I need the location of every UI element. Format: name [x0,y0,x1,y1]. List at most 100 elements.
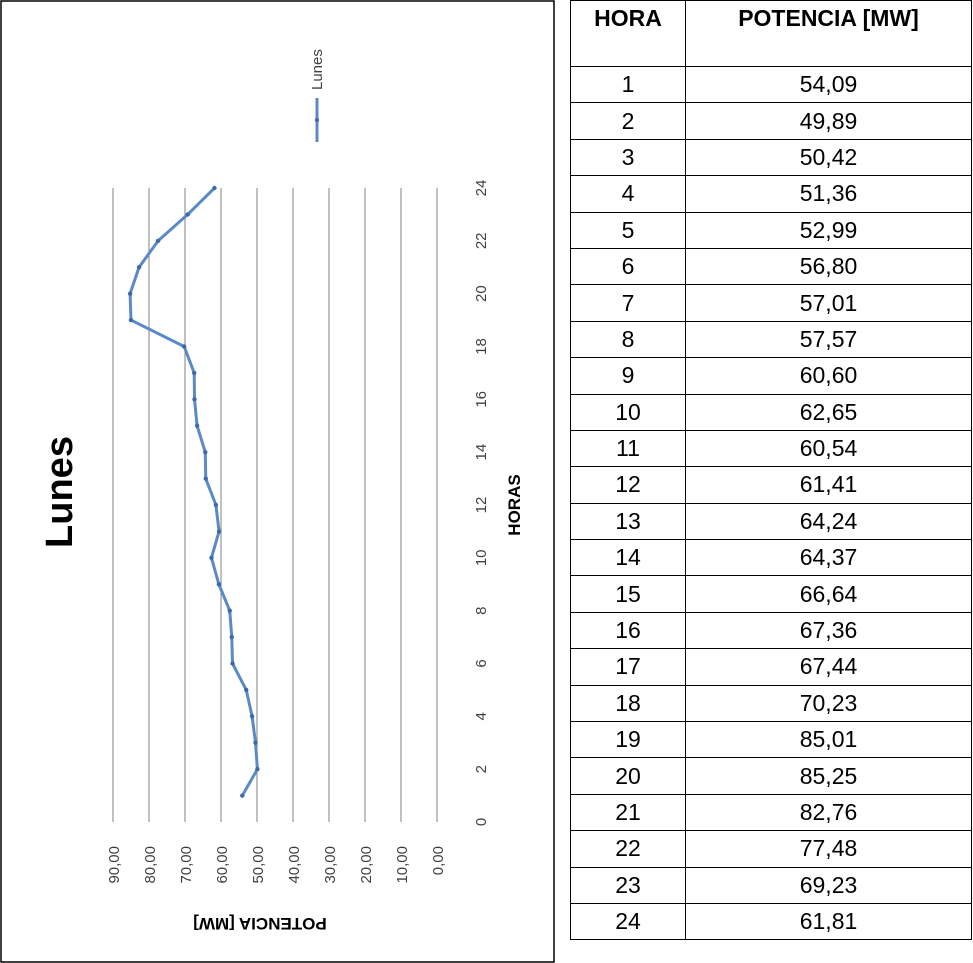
cell-potencia: 50,42 [685,138,972,177]
table-row: 2 49,89 [570,102,972,140]
svg-text:0: 0 [473,818,490,826]
cell-hora: 14 [570,539,686,577]
y-tick-label: 70,00 [178,846,195,884]
data-point [240,793,245,798]
cell-potencia: 56,80 [685,247,972,286]
cell-hora: 17 [570,648,686,686]
svg-text:70,00: 70,00 [178,846,195,884]
svg-text:2: 2 [473,765,490,773]
header-potencia: POTENCIA [MW] [685,0,972,67]
cell-potencia: 57,01 [685,284,972,322]
svg-text:HORAS: HORAS [505,474,524,535]
cell-potencia: 85,01 [685,721,972,759]
svg-text:Lunes: Lunes [39,436,81,548]
table-row: 12 61,41 [570,466,972,504]
x-tick-label: 14 [473,444,490,461]
x-tick-label: 22 [473,232,490,249]
table-header-row: HORA POTENCIA [MW] [570,0,972,67]
cell-potencia: 64,24 [685,502,972,541]
data-point [244,687,249,693]
cell-potencia: 66,64 [685,575,972,613]
svg-text:0,00: 0,00 [430,846,447,875]
table-row: 17 67,44 [570,648,972,686]
data-point [230,661,235,666]
cell-hora: 10 [570,393,686,431]
chart-panel: 0,00 10,00 20,00 30,00 40,00 50,00 60,00 70,00 8… [0,0,555,963]
svg-text:16: 16 [473,391,490,408]
table-row: 15 66,64 [570,575,972,613]
y-axis-title: POTENCIA [MW] [193,914,326,933]
y-tick-label: 40,00 [286,846,303,884]
data-point [181,344,187,349]
data-point [209,555,214,561]
cell-hora: 23 [570,866,686,904]
data-point [192,397,197,402]
cell-potencia: 61,81 [685,902,972,941]
data-table: HORA POTENCIA [MW] 1 54,09 2 49,89 3 50,42 4 51… [570,0,972,941]
data-point [216,529,222,534]
data-point [127,291,133,296]
table-row: 18 70,23 [570,684,972,723]
chart-title: Lunes [39,436,81,548]
svg-text:20,00: 20,00 [358,846,375,884]
svg-text:12: 12 [473,497,490,514]
table-row: 10 62,65 [570,393,972,431]
cell-hora: 12 [570,466,686,504]
cell-potencia: 61,41 [685,466,972,504]
legend-label: Lunes [309,49,326,90]
svg-text:80,00: 80,00 [142,846,159,884]
x-tick-label: 12 [473,497,490,514]
cell-potencia: 52,99 [685,211,972,249]
table-row: 22 77,48 [570,830,972,868]
data-point [213,502,219,508]
x-axis-title: HORAS [505,474,524,535]
x-tick-label: 4 [473,712,490,720]
cell-potencia: 64,37 [685,539,972,577]
table-row: 21 82,76 [570,793,972,832]
table-row: 13 64,24 [570,502,972,541]
data-point [203,476,208,481]
svg-text:10,00: 10,00 [394,846,411,884]
x-tick-label: 0 [473,818,490,826]
cell-potencia: 69,23 [685,866,972,904]
cell-hora: 22 [570,830,686,868]
x-tick-label: 16 [473,391,490,408]
table-row: 6 56,80 [570,247,972,286]
data-point [255,766,260,772]
svg-text:18: 18 [473,338,490,355]
table-row: 9 60,60 [570,357,972,395]
x-tick-label: 6 [473,659,490,667]
x-tick-label: 10 [473,549,490,566]
data-point [192,370,197,376]
svg-text:20: 20 [473,285,490,302]
y-tick-label: 90,00 [106,846,123,884]
svg-text:40,00: 40,00 [286,846,303,884]
y-tick-label: 0,00 [430,846,447,875]
cell-hora: 8 [570,320,686,359]
table-row: 5 52,99 [570,211,972,249]
table-row: 16 67,36 [570,611,972,650]
table-row: 1 54,09 [570,65,972,104]
svg-text:30,00: 30,00 [322,846,339,884]
x-tick-label: 2 [473,765,490,773]
cell-hora: 21 [570,793,686,832]
x-tick-label: 8 [473,606,490,614]
svg-text:POTENCIA [MW]: POTENCIA [MW] [193,914,326,933]
svg-text:60,00: 60,00 [214,846,231,884]
table-row: 7 57,01 [570,284,972,322]
cell-potencia: 54,09 [685,65,972,104]
x-tick-label: 18 [473,338,490,355]
svg-text:24: 24 [473,180,490,197]
data-point [253,740,258,745]
svg-text:4: 4 [473,712,490,720]
header-hora: HORA [570,0,686,67]
table-row: 19 85,01 [570,721,972,759]
data-point [216,582,222,587]
y-tick-label: 30,00 [322,846,339,884]
table-row: 20 85,25 [570,757,972,795]
cell-hora: 16 [570,611,686,650]
cell-potencia: 51,36 [685,175,972,213]
data-point [128,317,134,323]
cell-hora: 18 [570,684,686,723]
cell-hora: 20 [570,757,686,795]
